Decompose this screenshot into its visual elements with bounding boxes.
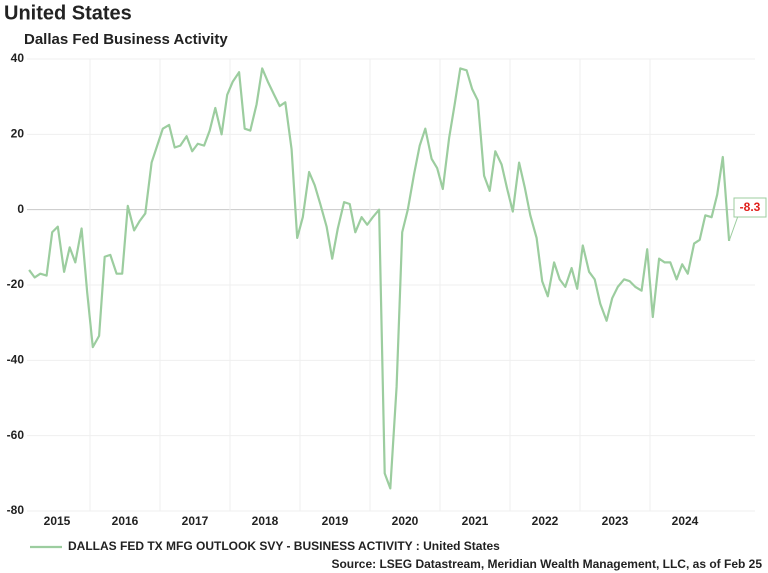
y-tick-label: 0 xyxy=(17,202,24,216)
x-tick-label: 2024 xyxy=(672,514,699,528)
x-tick-label: 2022 xyxy=(532,514,559,528)
x-tick-label: 2017 xyxy=(182,514,209,528)
label-box xyxy=(733,197,767,218)
y-tick-label: -40 xyxy=(7,353,25,367)
y-tick-label: 20 xyxy=(11,127,25,141)
chart-subtitle: Dallas Fed Business Activity xyxy=(24,31,228,48)
x-tick-label: 2018 xyxy=(252,514,279,528)
x-tick-label: 2019 xyxy=(322,514,349,528)
y-tick-label: 40 xyxy=(11,51,25,65)
chart-title: United States xyxy=(4,2,132,24)
x-tick-label: 2021 xyxy=(462,514,489,528)
data-line xyxy=(28,67,731,490)
x-tick-label: 2015 xyxy=(44,514,71,528)
x-tick-label: 2016 xyxy=(112,514,139,528)
x-tick-label: 2020 xyxy=(392,514,419,528)
value-label: -8.3 xyxy=(740,200,761,214)
label-connector xyxy=(728,215,739,242)
legend-label: DALLAS FED TX MFG OUTLOOK SVY - BUSINESS… xyxy=(68,539,500,553)
y-tick-label: -60 xyxy=(7,428,25,442)
y-tick-label: -80 xyxy=(7,503,25,517)
x-tick-label: 2023 xyxy=(602,514,629,528)
source-note: Source: LSEG Datastream, Meridian Wealth… xyxy=(331,557,762,571)
y-tick-label: -20 xyxy=(7,277,25,291)
